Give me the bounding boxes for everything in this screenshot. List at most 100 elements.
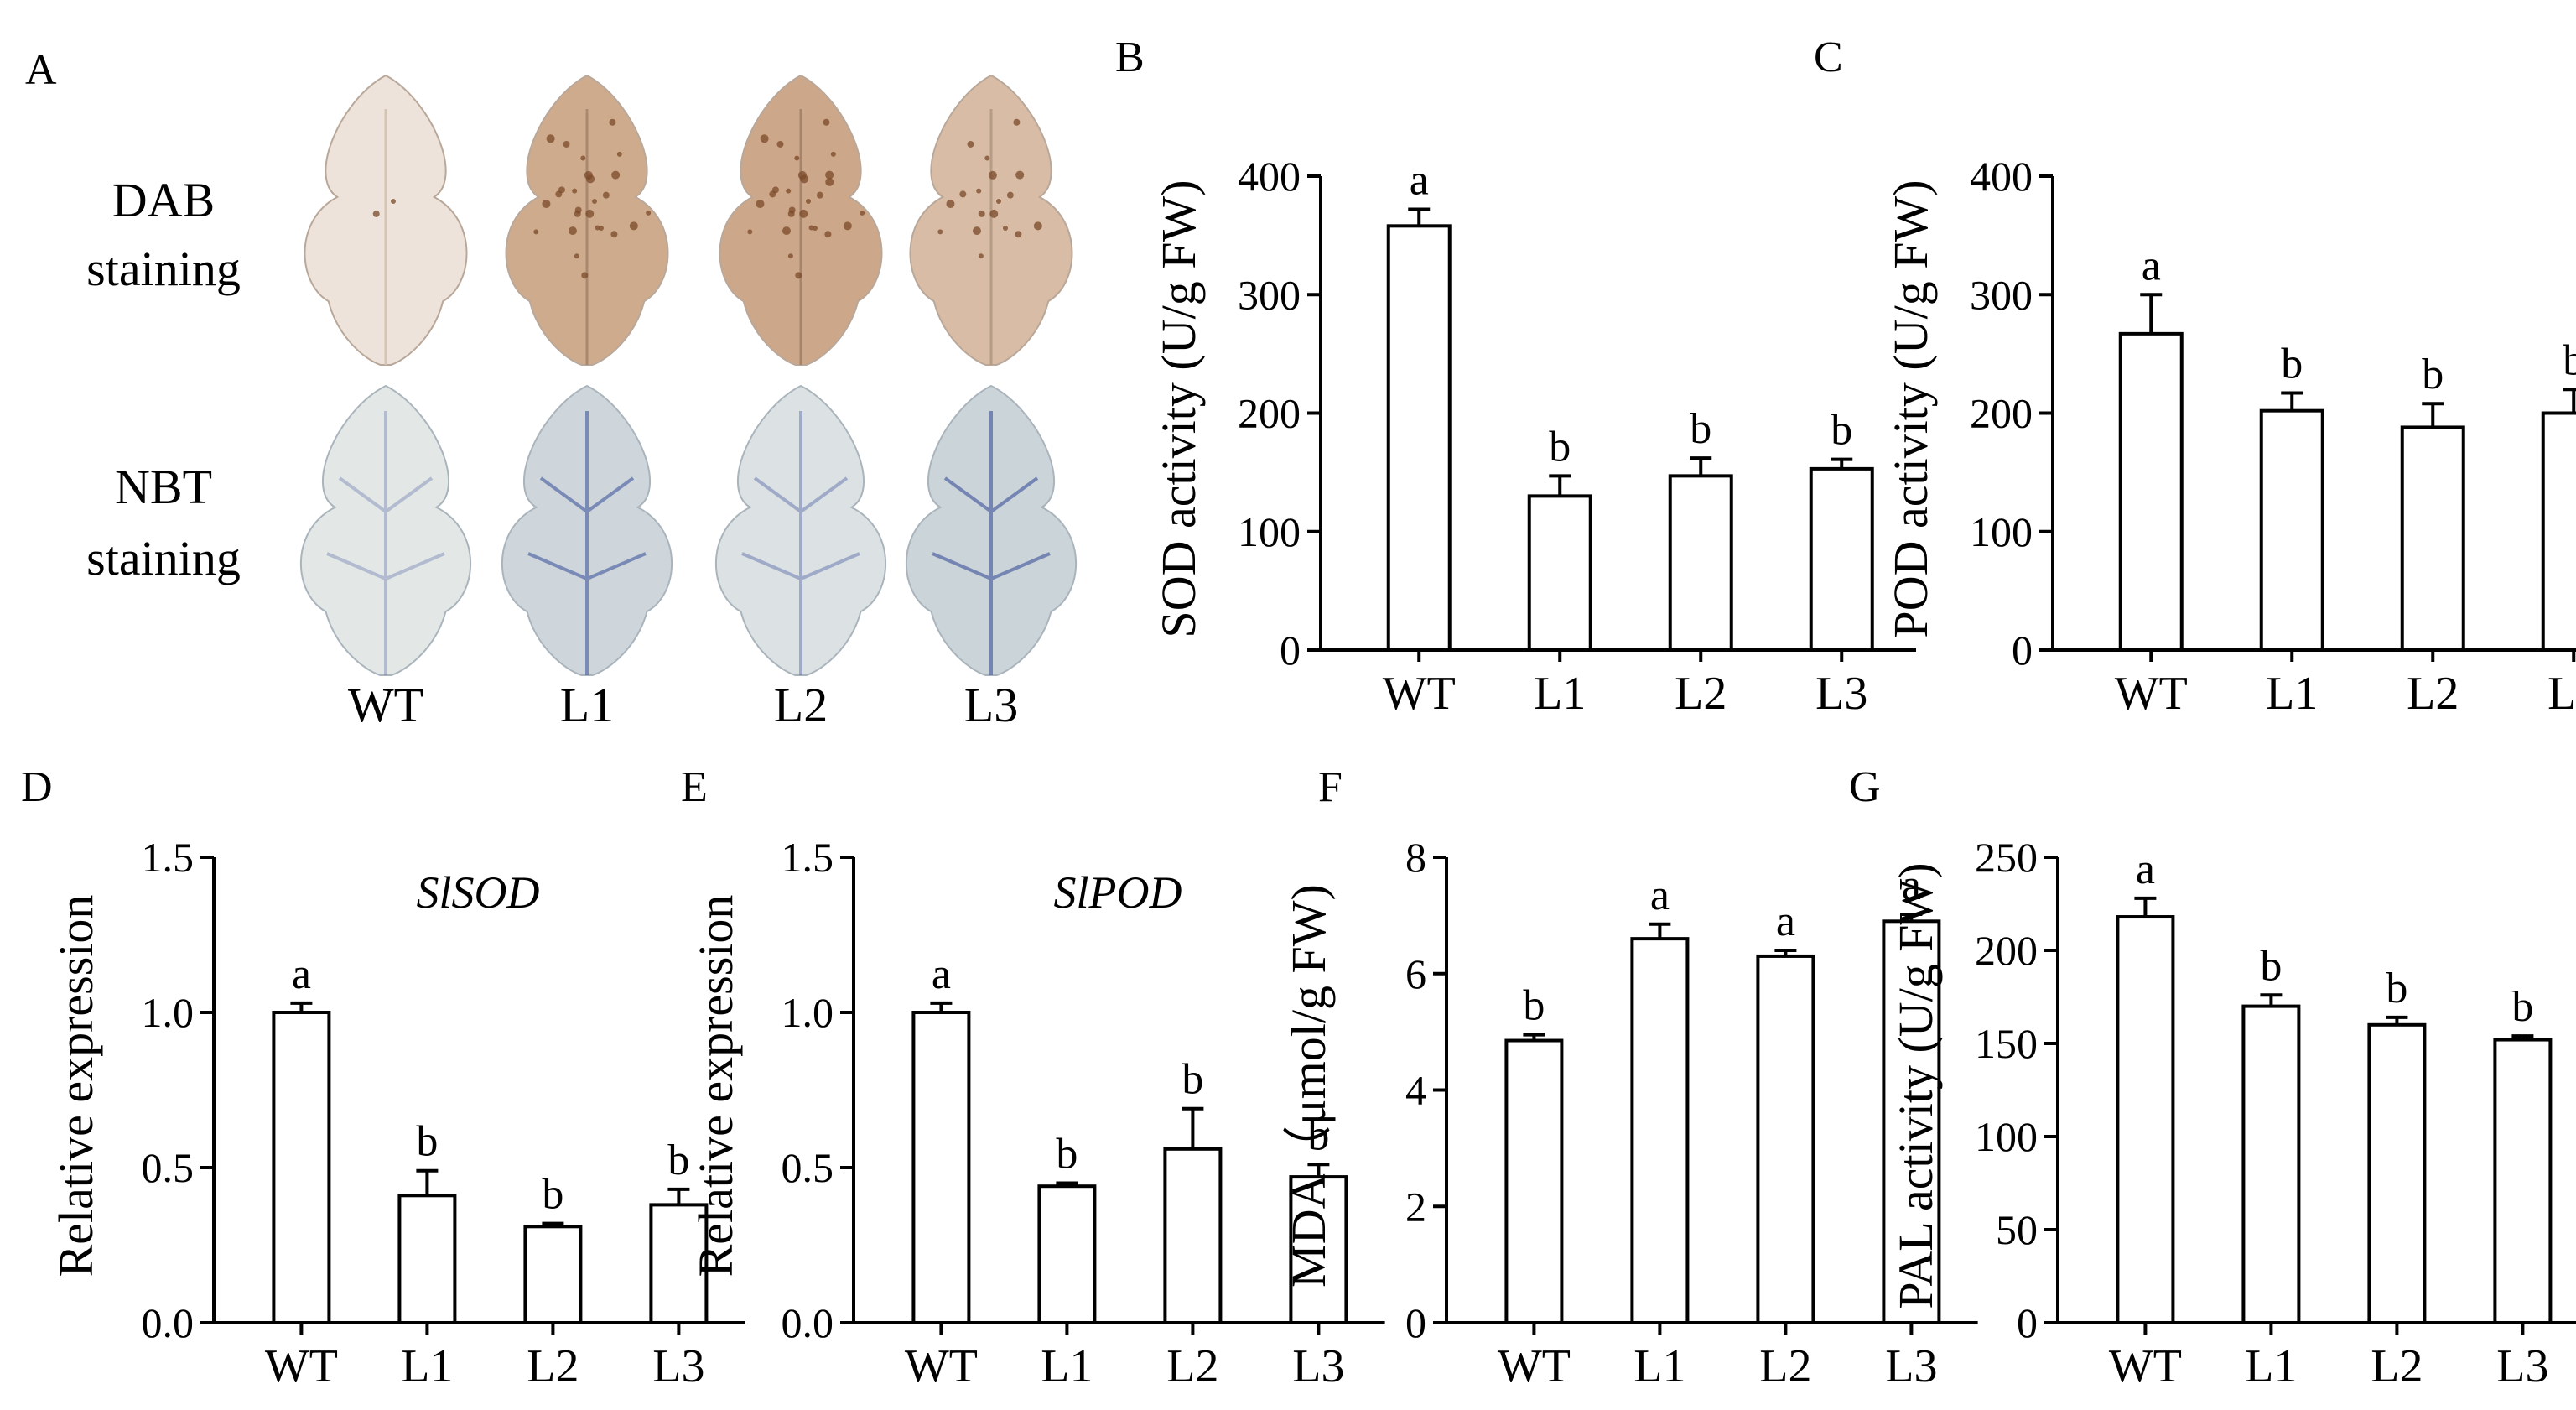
panel-a-leaf-staining: A DAB staining NBT staining WT L1 L2 L3 bbox=[25, 46, 1078, 732]
nbt-leaf-veins-l2 bbox=[741, 411, 860, 675]
chart-b-x-tick-label: WT bbox=[1383, 668, 1456, 720]
chart-g-bar-wt bbox=[2116, 915, 2175, 1325]
dab-stain-spot bbox=[391, 199, 396, 204]
dab-stain-spot bbox=[602, 191, 610, 199]
chart-b-x-tick-label: L1 bbox=[1534, 668, 1586, 720]
dab-stain-spot bbox=[808, 225, 814, 231]
dab-stain-spot bbox=[598, 225, 604, 231]
chart-b-significance-letter: a bbox=[1410, 157, 1429, 205]
chart-c-y-tick-label: 100 bbox=[1970, 508, 2033, 555]
chart-g-x-tick-label: L3 bbox=[2496, 1340, 2548, 1392]
dab-stain-spot bbox=[372, 210, 380, 217]
chart-d-y-tick-label: 1.0 bbox=[142, 989, 195, 1036]
dab-stain-spot bbox=[585, 209, 595, 218]
chart-b-y-tick-label: 400 bbox=[1238, 153, 1301, 200]
chart-f-y-label: MDA（μmol/g FW) bbox=[1281, 884, 1336, 1288]
dab-stain-spot bbox=[563, 140, 570, 148]
chart-d-y-tick-label: 0.0 bbox=[142, 1299, 195, 1346]
chart-e-gene-title: SlPOD bbox=[1054, 867, 1182, 918]
dab-stain-spot bbox=[592, 199, 597, 204]
chart-d-bar-l3 bbox=[649, 1203, 709, 1325]
chart-g-y-label: PAL activity (U/g FW) bbox=[1888, 862, 1943, 1309]
chart-e-bar-l2 bbox=[1163, 1147, 1223, 1325]
chart-b-significance-letter: b bbox=[1549, 423, 1571, 471]
dab-stain-spot bbox=[830, 151, 836, 157]
chart-d-gene-title: SlSOD bbox=[417, 867, 540, 918]
chart-b-bar-l2 bbox=[1668, 474, 1733, 652]
dab-stain-spot bbox=[756, 200, 765, 209]
dab-stain-spot bbox=[595, 225, 600, 231]
chart-d-significance-letter: a bbox=[292, 950, 311, 998]
chart-c-bar-l3 bbox=[2541, 411, 2576, 652]
chart-g-significance-letter: b bbox=[2386, 965, 2407, 1012]
dab-stain-spot bbox=[824, 231, 832, 238]
chart-b-significance-letter: b bbox=[1831, 407, 1852, 455]
chart-g-x-tick-label: WT bbox=[2109, 1340, 2182, 1392]
chart-f-bar-wt bbox=[1504, 1038, 1564, 1324]
chart-d-bar-wt bbox=[272, 1011, 331, 1324]
chart-b-bar-l3 bbox=[1809, 466, 1874, 653]
dab-stain-spot bbox=[1002, 225, 1008, 231]
chart-c-x-tick-label: L1 bbox=[2266, 668, 2318, 720]
dab-stain-spot bbox=[1015, 170, 1025, 180]
chart-e-y-tick-label: 0.0 bbox=[782, 1299, 834, 1346]
panel-e-letter: E bbox=[681, 763, 708, 811]
dab-stain-spot bbox=[823, 118, 830, 126]
dab-stain-spot bbox=[996, 199, 1001, 204]
chart-b-significance-letter: b bbox=[1690, 405, 1711, 453]
chart-c-significance-letter: b bbox=[2563, 336, 2576, 384]
chart-f-bar-l1 bbox=[1630, 937, 1690, 1324]
chart-g-bar-l1 bbox=[2241, 1004, 2301, 1324]
dab-stain-spot bbox=[967, 140, 974, 148]
panel-f-letter: F bbox=[1318, 763, 1343, 811]
chart-g-significance-letter: a bbox=[2136, 845, 2155, 893]
dab-stain-spot bbox=[788, 206, 796, 214]
chart-e-significance-letter: b bbox=[1182, 1056, 1203, 1104]
chart-f-x-tick-label: L1 bbox=[1633, 1340, 1685, 1392]
chart-c-y-tick-label: 400 bbox=[1970, 153, 2033, 200]
chart-c-bar-wt bbox=[2118, 331, 2184, 652]
dab-stain-spot bbox=[542, 200, 551, 209]
leaf-column-label-l3: L3 bbox=[964, 678, 1018, 732]
chart-e-y-label: Relative expression bbox=[688, 895, 743, 1277]
dab-stain-spot bbox=[574, 253, 579, 259]
dab-stain-spot bbox=[843, 221, 852, 231]
dab-stain-spot bbox=[959, 190, 967, 198]
chart-g-significance-letter: b bbox=[2260, 942, 2282, 990]
chart-b-x-tick-label: L2 bbox=[1675, 668, 1727, 720]
dab-stain-spot bbox=[787, 253, 793, 259]
chart-e-x-tick-label: L3 bbox=[1292, 1340, 1344, 1392]
chart-f-significance-letter: b bbox=[1523, 982, 1545, 1030]
chart-g-x-tick-label: L1 bbox=[2245, 1340, 2297, 1392]
chart-b-y-tick-label: 200 bbox=[1238, 390, 1301, 437]
dab-stain-spot bbox=[1033, 221, 1042, 231]
dab-stain-spot bbox=[568, 226, 577, 236]
dab-stain-spot bbox=[800, 174, 809, 184]
chart-d-significance-letter: b bbox=[542, 1171, 564, 1219]
panel-b-letter: B bbox=[1115, 34, 1145, 81]
chart-c-y-tick-label: 200 bbox=[1970, 390, 2033, 437]
chart-c-y-tick-label: 0 bbox=[2012, 627, 2033, 674]
dab-stain-spot bbox=[799, 209, 808, 218]
chart-c-bar-l2 bbox=[2400, 425, 2465, 652]
chart-c-significance-letter: b bbox=[2281, 340, 2303, 388]
chart-f-y-tick-label: 2 bbox=[1405, 1183, 1426, 1230]
dab-stain-spot bbox=[978, 210, 985, 217]
chart-f-significance-letter: a bbox=[1650, 871, 1670, 919]
chart-f-y-tick-label: 6 bbox=[1405, 950, 1426, 997]
nbt-leaf-veins-wt bbox=[326, 411, 445, 675]
chart-c-bar-l1 bbox=[2259, 408, 2324, 652]
panel-d-letter: D bbox=[21, 763, 53, 811]
dab-stain-spot bbox=[816, 191, 823, 199]
chart-e-bar-l1 bbox=[1037, 1184, 1097, 1324]
chart-g-y-tick-label: 200 bbox=[1975, 927, 2038, 974]
chart-b-x-tick-label: L3 bbox=[1815, 668, 1867, 720]
dab-stain-spot bbox=[574, 206, 582, 214]
dab-stain-spot bbox=[1006, 191, 1014, 199]
chart-d-y-tick-label: 1.5 bbox=[142, 834, 195, 881]
nbt-row-label-line2: staining bbox=[86, 531, 241, 585]
nbt-row-label-line1: NBT bbox=[115, 460, 212, 514]
dab-stain-spot bbox=[586, 174, 595, 184]
dab-stain-spot bbox=[581, 272, 589, 279]
